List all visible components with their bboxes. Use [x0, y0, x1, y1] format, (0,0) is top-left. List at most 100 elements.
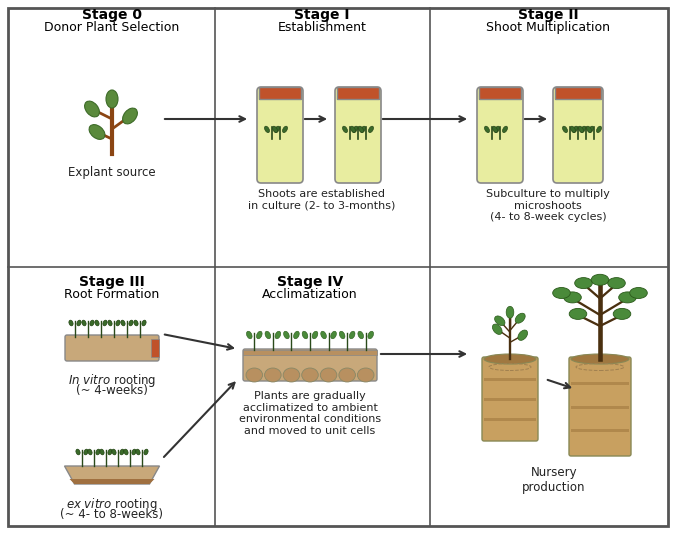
- Bar: [484, 398, 536, 401]
- Ellipse shape: [573, 126, 577, 132]
- Ellipse shape: [106, 90, 118, 108]
- Ellipse shape: [518, 330, 527, 340]
- Text: Shoot Multiplication: Shoot Multiplication: [486, 21, 610, 34]
- Ellipse shape: [301, 368, 318, 382]
- Ellipse shape: [69, 320, 73, 326]
- Ellipse shape: [349, 331, 355, 339]
- Text: (~ 4-weeks): (~ 4-weeks): [76, 384, 148, 397]
- Ellipse shape: [339, 331, 345, 339]
- Ellipse shape: [353, 126, 358, 132]
- Ellipse shape: [124, 449, 128, 455]
- Bar: [571, 405, 629, 409]
- FancyBboxPatch shape: [335, 87, 381, 183]
- Ellipse shape: [613, 309, 631, 319]
- Bar: [151, 339, 159, 357]
- Ellipse shape: [96, 449, 100, 455]
- Ellipse shape: [506, 307, 514, 318]
- Ellipse shape: [630, 287, 648, 299]
- FancyBboxPatch shape: [482, 357, 538, 441]
- Text: Subculture to multiply
microshoots
(4- to 8-week cycles): Subculture to multiply microshoots (4- t…: [486, 189, 610, 222]
- Text: Shoots are established
in culture (2- to 3-months): Shoots are established in culture (2- to…: [248, 189, 395, 210]
- Ellipse shape: [132, 449, 136, 455]
- Ellipse shape: [579, 126, 583, 132]
- Bar: [484, 378, 536, 381]
- Ellipse shape: [484, 354, 536, 364]
- Ellipse shape: [274, 126, 279, 132]
- Ellipse shape: [485, 126, 489, 132]
- Ellipse shape: [122, 108, 137, 124]
- Text: $\it{ex}$ $\it{vitro}$ rooting: $\it{ex}$ $\it{vitro}$ rooting: [66, 496, 158, 513]
- Text: Stage 0: Stage 0: [82, 8, 142, 22]
- Bar: [243, 350, 377, 355]
- Text: Establishment: Establishment: [278, 21, 366, 34]
- Ellipse shape: [76, 449, 80, 455]
- Text: Stage III: Stage III: [79, 275, 145, 289]
- Bar: [259, 87, 301, 99]
- Ellipse shape: [84, 449, 88, 455]
- Ellipse shape: [134, 320, 138, 326]
- Ellipse shape: [246, 368, 262, 382]
- Ellipse shape: [596, 126, 602, 132]
- Ellipse shape: [358, 331, 364, 339]
- Ellipse shape: [103, 320, 107, 326]
- Ellipse shape: [116, 320, 120, 326]
- Ellipse shape: [592, 274, 609, 285]
- Ellipse shape: [368, 126, 373, 132]
- Ellipse shape: [90, 320, 94, 326]
- Ellipse shape: [275, 331, 281, 339]
- FancyBboxPatch shape: [243, 349, 377, 381]
- Text: Explant source: Explant source: [68, 166, 155, 179]
- Ellipse shape: [492, 324, 502, 334]
- Ellipse shape: [331, 331, 337, 339]
- Ellipse shape: [264, 126, 270, 132]
- Ellipse shape: [608, 278, 625, 288]
- Polygon shape: [70, 479, 155, 484]
- Text: Stage II: Stage II: [518, 8, 578, 22]
- Text: Acclimatization: Acclimatization: [262, 288, 358, 301]
- Ellipse shape: [589, 126, 594, 132]
- Ellipse shape: [564, 292, 581, 303]
- Text: Stage I: Stage I: [294, 8, 349, 22]
- Ellipse shape: [360, 126, 366, 132]
- FancyBboxPatch shape: [257, 87, 303, 183]
- Ellipse shape: [502, 126, 508, 132]
- Ellipse shape: [495, 126, 500, 132]
- Bar: [555, 87, 601, 99]
- Ellipse shape: [351, 126, 356, 132]
- Ellipse shape: [553, 287, 571, 299]
- Bar: [571, 382, 629, 385]
- Ellipse shape: [77, 320, 81, 326]
- Ellipse shape: [272, 126, 277, 132]
- Ellipse shape: [247, 331, 252, 339]
- Ellipse shape: [320, 331, 327, 339]
- Ellipse shape: [575, 278, 592, 288]
- Polygon shape: [64, 466, 160, 484]
- Ellipse shape: [493, 126, 498, 132]
- Ellipse shape: [587, 126, 592, 132]
- Bar: [337, 87, 379, 99]
- Ellipse shape: [581, 126, 585, 132]
- Ellipse shape: [129, 320, 133, 326]
- Ellipse shape: [89, 124, 105, 139]
- Ellipse shape: [82, 320, 86, 326]
- Ellipse shape: [136, 449, 140, 455]
- FancyBboxPatch shape: [553, 87, 603, 183]
- Ellipse shape: [495, 316, 505, 326]
- Bar: [571, 429, 629, 432]
- FancyBboxPatch shape: [569, 357, 631, 456]
- Bar: [479, 87, 521, 99]
- Text: Stage IV: Stage IV: [277, 275, 343, 289]
- Ellipse shape: [312, 331, 318, 339]
- Ellipse shape: [302, 331, 308, 339]
- FancyBboxPatch shape: [477, 87, 523, 183]
- Ellipse shape: [619, 292, 636, 303]
- Ellipse shape: [108, 449, 112, 455]
- Ellipse shape: [283, 368, 299, 382]
- Ellipse shape: [358, 368, 374, 382]
- Ellipse shape: [283, 126, 287, 132]
- Ellipse shape: [112, 449, 116, 455]
- Text: Root Formation: Root Formation: [64, 288, 160, 301]
- FancyBboxPatch shape: [65, 335, 159, 361]
- Ellipse shape: [264, 368, 281, 382]
- Ellipse shape: [144, 449, 148, 455]
